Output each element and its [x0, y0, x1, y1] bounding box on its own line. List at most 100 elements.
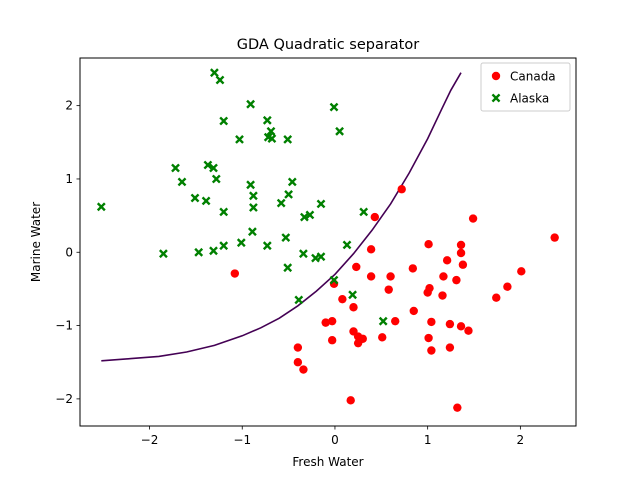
alaska-point — [235, 135, 244, 144]
canada-point — [445, 319, 455, 329]
alaska-point — [211, 174, 221, 184]
alaska-point — [283, 263, 293, 273]
alaska-point — [287, 177, 297, 187]
canada-point — [230, 269, 240, 278]
alaska-point — [299, 249, 308, 259]
canada-point — [464, 326, 473, 335]
canada-point — [424, 239, 433, 249]
alaska-point — [342, 240, 352, 250]
canada-point — [439, 272, 448, 281]
canada-point — [349, 303, 358, 312]
canada-point — [338, 294, 347, 304]
canada-point — [293, 358, 303, 367]
canada-point — [346, 396, 355, 405]
y-tick-label: −2 — [55, 392, 73, 406]
alaska-point — [201, 196, 211, 206]
canada-point — [517, 267, 526, 276]
canada-point — [468, 214, 478, 223]
alaska-point — [335, 126, 344, 136]
canada-point — [442, 256, 452, 265]
alaska-point — [177, 177, 187, 187]
canada-point — [384, 285, 393, 294]
series-canada — [230, 185, 559, 412]
x-axis-label: Fresh Water — [292, 455, 363, 469]
alaska-point — [348, 290, 357, 300]
y-tick-label: 1 — [65, 172, 73, 186]
canada-point — [378, 333, 387, 342]
canada-point — [503, 282, 512, 291]
canada-point — [453, 403, 462, 412]
alaska-point — [209, 163, 218, 173]
canada-point — [550, 233, 559, 242]
alaska-point — [246, 180, 255, 190]
canada-point — [458, 260, 468, 269]
alaska-point — [316, 199, 326, 209]
alaska-point — [159, 249, 168, 259]
canada-point — [424, 333, 433, 343]
alaska-point — [215, 75, 225, 85]
alaska-point — [209, 246, 218, 256]
canada-point — [408, 264, 418, 273]
canada-point — [427, 317, 436, 327]
x-tick-label: 0 — [331, 433, 339, 447]
alaska-point — [210, 68, 219, 78]
alaska-point — [171, 163, 180, 173]
alaska-point — [294, 295, 304, 305]
legend-box — [480, 62, 571, 112]
canada-point — [352, 262, 361, 272]
separator-curve — [101, 72, 462, 362]
alaska-point — [262, 241, 272, 251]
canada-point — [327, 336, 337, 345]
alaska-point — [249, 203, 258, 212]
alaska-point — [236, 238, 246, 248]
alaska-point — [305, 210, 315, 220]
alaska-point — [219, 207, 229, 217]
alaska-point — [96, 202, 106, 212]
y-tick-label: 0 — [65, 245, 73, 259]
alaska-point — [359, 207, 369, 217]
legend-label-canada: Canada — [510, 70, 556, 84]
canada-point — [427, 346, 436, 355]
canada-point — [366, 272, 376, 281]
alaska-point — [378, 316, 388, 326]
alaska-point — [203, 160, 213, 170]
chart-title: GDA Quadratic separator — [237, 37, 419, 53]
alaska-point — [248, 227, 257, 237]
alaska-point — [281, 233, 291, 242]
x-tick-label: 1 — [424, 433, 432, 447]
canada-point — [456, 240, 466, 250]
canada-point — [386, 272, 395, 281]
canada-point — [327, 316, 337, 326]
canada-point — [456, 322, 466, 331]
alaska-point — [329, 275, 339, 285]
x-tick-label: −1 — [233, 433, 251, 447]
axes — [79, 57, 577, 427]
y-axis-label: Marine Water — [29, 202, 43, 282]
alaska-point — [262, 115, 272, 125]
canada-point — [492, 293, 501, 302]
alaska-point — [219, 116, 229, 126]
canada-point — [370, 212, 380, 222]
legend-marker-alaska — [491, 93, 501, 103]
alaska-point — [266, 126, 276, 136]
canada-point — [391, 316, 400, 326]
alaska-point — [300, 212, 309, 222]
canada-point — [409, 306, 418, 316]
y-tick-label: 2 — [65, 99, 73, 113]
alaska-point — [329, 102, 339, 112]
alaska-point — [219, 241, 229, 251]
canada-point — [293, 343, 303, 352]
ticks: −2 −1 0 1 2 −2 −1 0 1 2 — [55, 99, 524, 447]
canada-point — [366, 245, 376, 254]
canada-point — [452, 275, 461, 285]
alaska-point — [276, 198, 286, 208]
canada-point — [353, 338, 363, 348]
canada-point — [423, 288, 432, 297]
alaska-point — [249, 191, 258, 201]
y-tick-label: −1 — [55, 319, 73, 333]
x-tick-label: 2 — [517, 433, 525, 447]
legend: Canada Alaska — [480, 62, 571, 112]
canada-point — [397, 185, 406, 194]
plot-frame — [79, 57, 577, 427]
